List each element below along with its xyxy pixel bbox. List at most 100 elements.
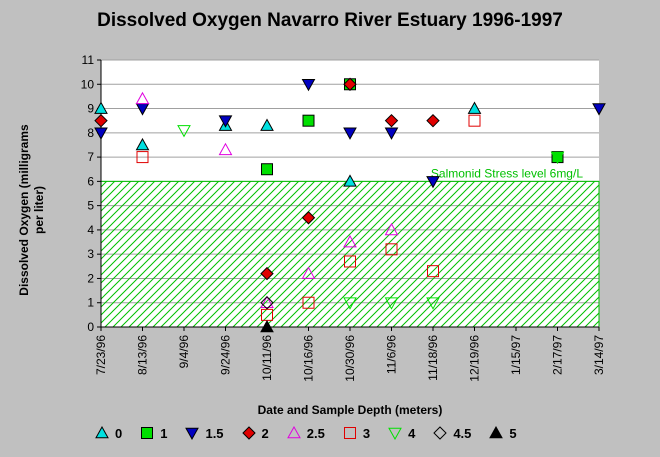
x-tick-label: 9/4/96 (177, 335, 191, 369)
data-point (384, 113, 399, 128)
legend-label: 2 (261, 425, 269, 441)
y-tick-label: 0 (87, 320, 94, 334)
legend-marker-icon (286, 426, 301, 439)
y-tick-label: 7 (87, 150, 94, 164)
data-point (343, 235, 357, 248)
legend-item: 1 (140, 426, 167, 441)
data-point (94, 101, 108, 114)
data-point (343, 127, 357, 140)
data-point (427, 265, 439, 278)
data-point (260, 296, 274, 310)
legend-label: 4.5 (453, 425, 472, 441)
legend-marker (141, 427, 154, 439)
x-tick-label: 9/24/96 (219, 335, 233, 375)
y-tick-label: 2 (87, 271, 94, 285)
legend-marker (241, 426, 256, 440)
x-tick-label: 7/23/96 (94, 335, 108, 375)
legend-label: 5 (509, 425, 517, 441)
x-tick-label: 10/11/96 (260, 335, 274, 381)
legend-marker (185, 427, 200, 440)
legend-marker-icon (185, 427, 200, 440)
data-point (260, 266, 274, 281)
chart-title: Dissolved Oxygen Navarro River Estuary 1… (97, 10, 563, 31)
x-tick-label: 10/16/96 (302, 335, 316, 382)
data-point (550, 151, 565, 165)
data-point (384, 297, 399, 310)
x-tick-label: 11/18/96 (426, 335, 440, 381)
x-tick-label: 1/15/97 (509, 335, 523, 375)
y-tick-label: 8 (87, 126, 94, 140)
data-point (94, 113, 108, 128)
data-point (385, 243, 398, 256)
legend-item: 3 (343, 426, 370, 441)
legend-label: 3 (362, 425, 371, 441)
data-point (135, 137, 150, 151)
data-point (426, 297, 440, 310)
legend-label: 4 (408, 425, 416, 441)
data-point (301, 78, 316, 92)
data-point (301, 211, 316, 225)
legend-label: 2.5 (306, 425, 325, 441)
legend-marker-icon (141, 427, 154, 439)
data-point (260, 118, 274, 131)
data-point (260, 295, 274, 309)
data-point (261, 163, 273, 176)
data-point (343, 174, 357, 187)
data-point (260, 319, 274, 333)
data-point (344, 255, 356, 268)
data-point (135, 91, 150, 105)
data-point (94, 127, 108, 140)
data-point (136, 151, 149, 164)
y-axis-label: Dissolved Oxygen (milligrams per liter) (17, 124, 46, 296)
legend-label: 0 (115, 425, 123, 441)
y-tick-label: 5 (87, 199, 94, 213)
legend-marker (95, 426, 109, 439)
x-tick-label: 10/30/96 (343, 335, 357, 382)
legend-marker-icon (241, 426, 256, 440)
y-tick-label: 9 (87, 102, 94, 116)
threshold-label: Salmonid Stress level 6mg/L (431, 166, 583, 180)
legend-marker-icon (433, 426, 448, 440)
y-tick-label: 6 (87, 174, 94, 188)
data-point (384, 222, 399, 236)
legend-item: 0 (95, 426, 122, 441)
legend-marker (286, 426, 301, 439)
legend-item: 5 (489, 425, 517, 441)
data-point (218, 142, 233, 156)
x-tick-label: 12/19/96 (468, 335, 482, 382)
legend-marker (489, 426, 504, 439)
x-tick-label: 11/6/96 (385, 335, 399, 374)
data-point (468, 114, 481, 127)
data-point (592, 103, 606, 116)
data-point (302, 114, 315, 127)
legend-label: 1 (160, 425, 168, 441)
legend-item: 2 (241, 425, 269, 441)
data-point (384, 127, 399, 140)
data-point (426, 176, 440, 189)
legend-item: 1.5 (185, 425, 224, 441)
legend-label: 1.5 (205, 425, 224, 441)
legend-marker (388, 427, 402, 440)
x-tick-label: 3/14/97 (592, 335, 606, 375)
data-point (177, 125, 191, 138)
legend-marker-icon (489, 426, 504, 439)
y-tick-label: 3 (87, 247, 94, 261)
y-tick-label: 1 (87, 296, 94, 310)
legend-marker-icon (388, 427, 402, 440)
legend-marker (343, 427, 356, 439)
y-tick-label: 10 (81, 77, 95, 91)
legend-marker-icon (343, 427, 356, 439)
legend-marker (433, 426, 448, 440)
data-point (467, 101, 482, 114)
x-axis-label: Date and Sample Depth (meters) (257, 403, 443, 417)
x-tick-label: 2/17/97 (551, 335, 565, 375)
data-point (426, 113, 440, 128)
legend-item: 2.5 (286, 425, 325, 441)
legend: 0 1 1.5 2 2.5 3 4 4.5 5 (95, 423, 535, 443)
data-point (301, 266, 316, 279)
y-tick-label: 4 (87, 223, 94, 237)
y-tick-label: 11 (82, 53, 95, 67)
data-point (343, 77, 357, 91)
data-point (302, 296, 315, 309)
